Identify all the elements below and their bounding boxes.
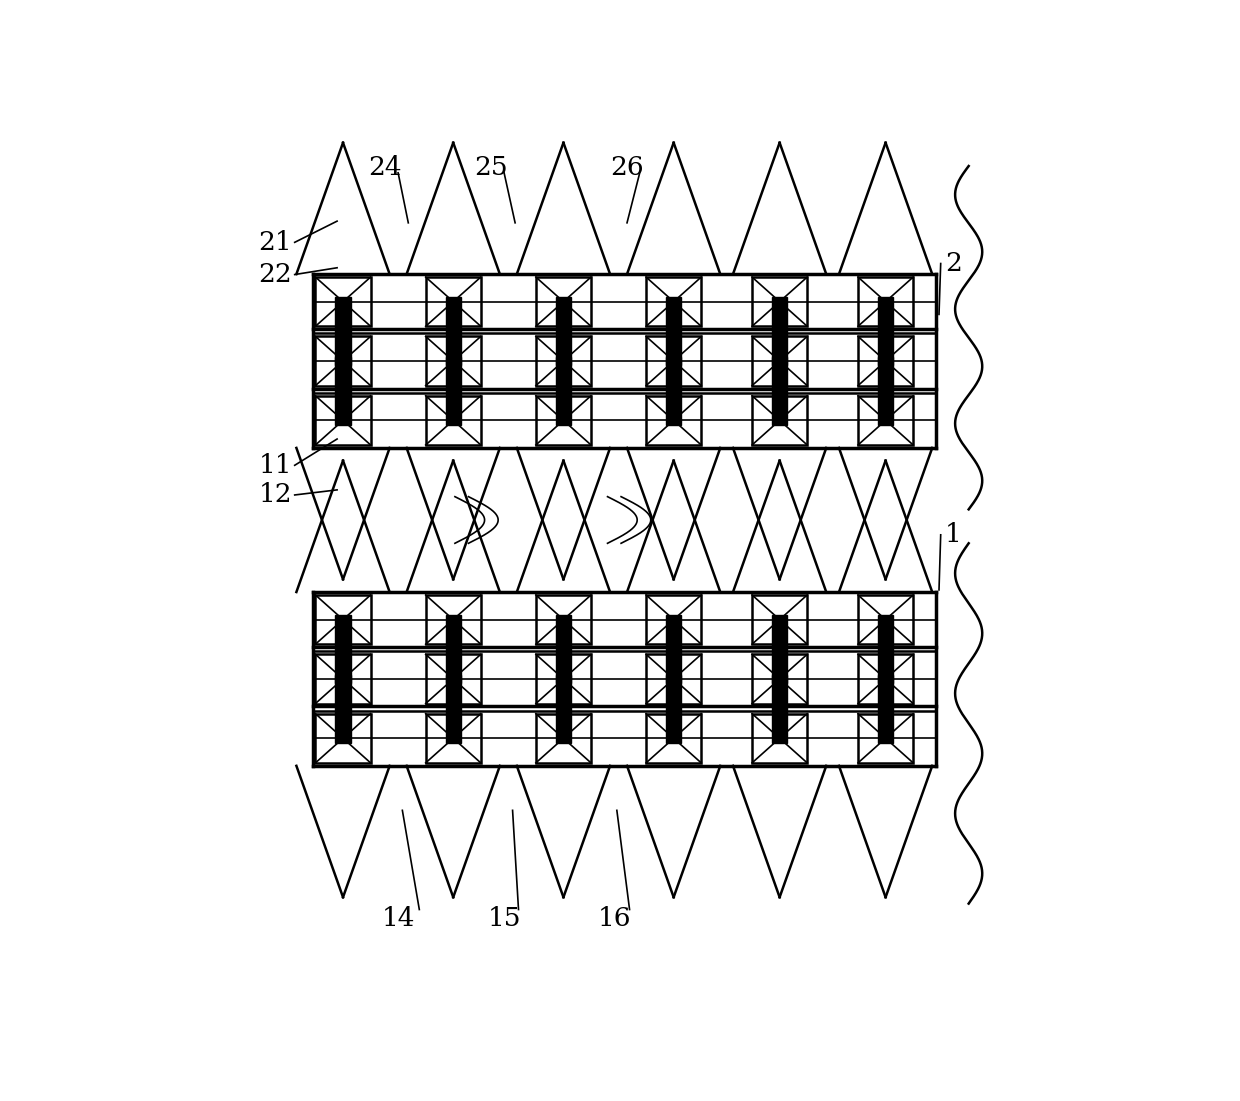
Polygon shape: [666, 675, 681, 742]
Polygon shape: [445, 675, 461, 742]
Polygon shape: [666, 297, 681, 366]
Text: 15: 15: [487, 906, 521, 931]
Polygon shape: [878, 297, 893, 366]
Polygon shape: [878, 615, 893, 683]
Polygon shape: [335, 675, 351, 742]
Polygon shape: [773, 615, 787, 683]
Text: 2: 2: [945, 251, 962, 276]
Polygon shape: [773, 357, 787, 425]
Polygon shape: [556, 675, 572, 742]
Text: 16: 16: [598, 906, 631, 931]
Polygon shape: [556, 297, 572, 366]
Text: 14: 14: [382, 906, 415, 931]
Polygon shape: [335, 357, 351, 425]
Polygon shape: [445, 297, 461, 366]
Polygon shape: [878, 675, 893, 742]
Polygon shape: [773, 297, 787, 366]
Text: 21: 21: [258, 230, 291, 254]
Text: 24: 24: [368, 155, 402, 181]
Text: 1: 1: [945, 522, 962, 547]
Text: 12: 12: [258, 482, 291, 508]
Polygon shape: [666, 357, 681, 425]
Polygon shape: [335, 297, 351, 366]
Polygon shape: [556, 357, 572, 425]
Text: 25: 25: [475, 155, 508, 181]
Polygon shape: [445, 357, 461, 425]
Text: 26: 26: [610, 155, 644, 181]
Polygon shape: [556, 615, 572, 683]
Polygon shape: [773, 675, 787, 742]
Polygon shape: [335, 615, 351, 683]
Polygon shape: [666, 615, 681, 683]
Polygon shape: [878, 357, 893, 425]
Text: 22: 22: [258, 262, 293, 287]
Polygon shape: [445, 615, 461, 683]
Text: 11: 11: [258, 453, 291, 478]
